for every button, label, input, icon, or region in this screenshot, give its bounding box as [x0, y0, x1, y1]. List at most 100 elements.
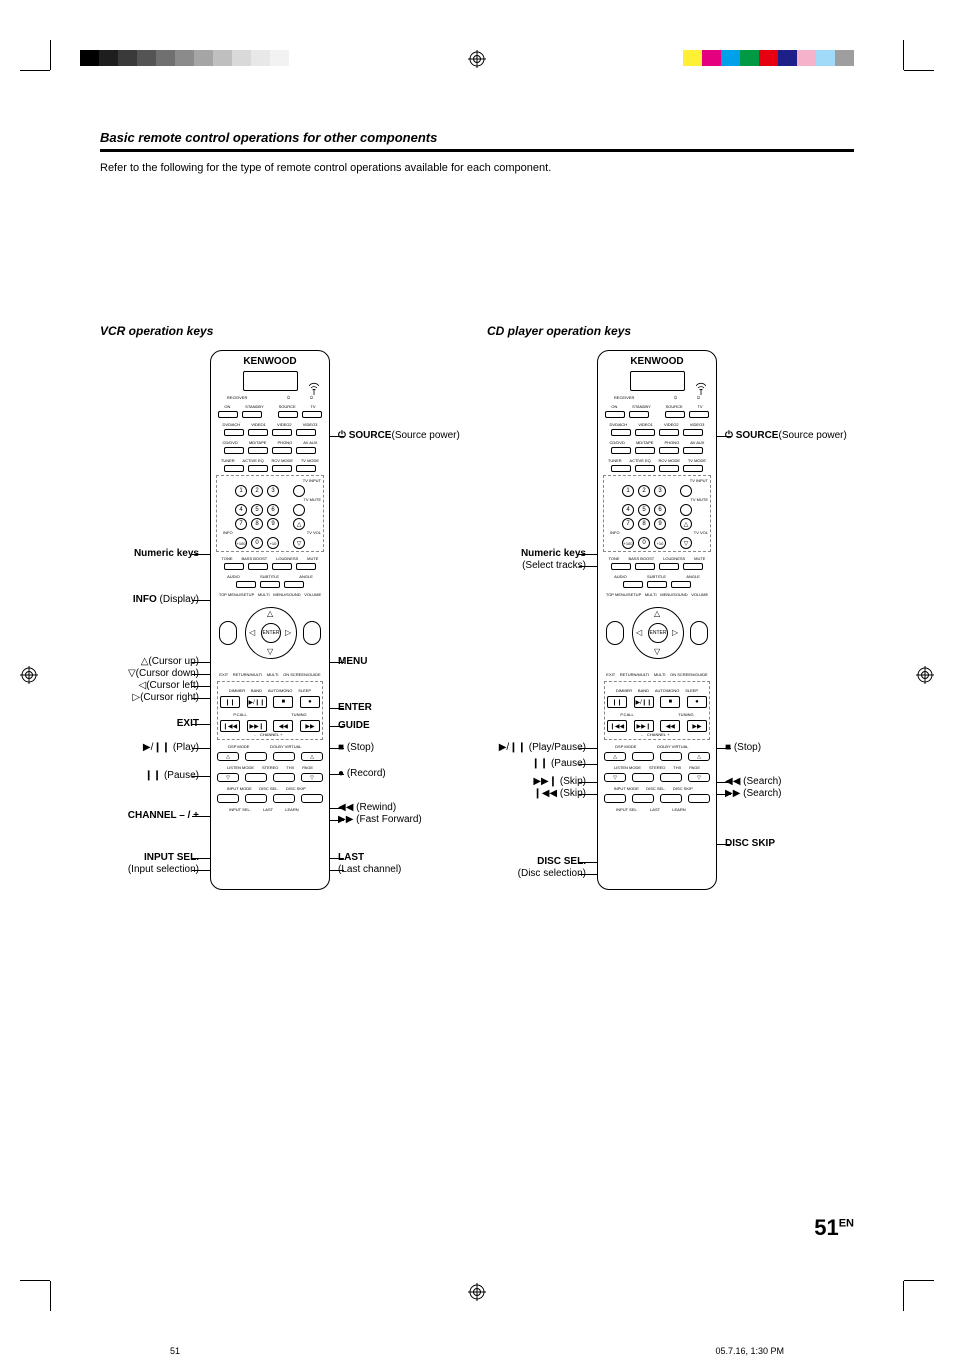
callout-line	[192, 600, 210, 601]
callout-line	[717, 794, 731, 795]
callout: ◀◀ (Search)	[725, 776, 782, 787]
callout-line	[192, 674, 210, 675]
swatch	[175, 50, 194, 66]
callout-line	[330, 774, 344, 775]
callout: (Input selection)	[90, 864, 199, 875]
swatch	[137, 50, 156, 66]
remote-screen	[243, 371, 298, 391]
swatch	[118, 50, 137, 66]
callout-line	[717, 844, 731, 845]
callout: INPUT SEL.	[90, 852, 199, 863]
callout-line	[330, 858, 344, 859]
callout: ▶/❙❙ (Play)	[90, 742, 199, 753]
callout-line	[717, 748, 731, 749]
registration-mark-left	[20, 666, 38, 684]
callout-line	[192, 554, 210, 555]
callout: (Last channel)	[338, 864, 401, 875]
callout: DISC SKIP	[725, 838, 775, 849]
callout: ❙❙ (Pause)	[477, 758, 586, 769]
crop-mark-tr	[884, 40, 934, 90]
callout-line	[330, 748, 344, 749]
brand-label: KENWOOD	[598, 356, 716, 367]
callout-line	[579, 566, 597, 567]
callout-line	[330, 662, 344, 663]
callout-line	[717, 436, 731, 437]
ir-icon	[309, 381, 319, 395]
registration-mark-top	[468, 50, 486, 68]
footer-date: 05.7.16, 1:30 PM	[715, 1346, 784, 1356]
callout-line	[579, 782, 597, 783]
crop-mark-br	[884, 1261, 934, 1311]
callout-line	[192, 698, 210, 699]
callout-line	[192, 724, 210, 725]
callout-line	[192, 662, 210, 663]
callout: ▷(Cursor right)	[90, 692, 199, 703]
swatch	[740, 50, 759, 66]
vcr-title: VCR operation keys	[100, 324, 467, 338]
callout-line	[330, 820, 344, 821]
registration-mark-right	[916, 666, 934, 684]
callout: ▶/❙❙ (Play/Pause)	[477, 742, 586, 753]
callout-line	[192, 816, 210, 817]
intro-text: Refer to the following for the type of r…	[100, 162, 854, 174]
callout: ▶▶ (Search)	[725, 788, 782, 799]
page-number: 51EN	[814, 1215, 854, 1241]
callout: ◁(Cursor left)	[90, 680, 199, 691]
callout-line	[579, 794, 597, 795]
callout-line	[579, 554, 597, 555]
remote-screen	[630, 371, 685, 391]
callout: ▶▶ (Fast Forward)	[338, 814, 422, 825]
cd-column: CD player operation keys Numeric keys(Se…	[487, 324, 854, 910]
callout-line	[330, 436, 344, 437]
brand-label: KENWOOD	[211, 356, 329, 367]
crop-mark-bl	[20, 1261, 70, 1311]
swatch	[797, 50, 816, 66]
page-content: Basic remote control operations for othe…	[100, 130, 854, 1251]
callout-line	[192, 748, 210, 749]
vcr-remote: KENWOOD RECEIVER⏻⏻ONSTANDBYSOURCETVDVD/6…	[210, 350, 330, 890]
crop-mark-tl	[20, 40, 70, 90]
colorbar-color	[683, 50, 854, 66]
callout: ◀◀ (Rewind)	[338, 802, 396, 813]
callout-line	[192, 776, 210, 777]
callout: EXIT	[90, 718, 199, 729]
callout-line	[330, 708, 344, 709]
cd-remote: KENWOOD RECEIVER⏻⏻ONSTANDBYSOURCETVDVD/6…	[597, 350, 717, 890]
swatch	[816, 50, 835, 66]
callout: Numeric keys	[477, 548, 586, 559]
vcr-column: VCR operation keys Numeric keysINFO (Dis…	[100, 324, 467, 910]
callout-line	[330, 726, 344, 727]
callout: INFO (Display)	[90, 594, 199, 605]
colorbar-grayscale	[80, 50, 289, 66]
swatch	[232, 50, 251, 66]
callout-line	[192, 870, 210, 871]
section-title: Basic remote control operations for othe…	[100, 130, 854, 152]
swatch	[156, 50, 175, 66]
swatch	[270, 50, 289, 66]
callout-line	[579, 874, 597, 875]
swatch	[721, 50, 740, 66]
callout: ▶▶❙ (Skip)	[477, 776, 586, 787]
callout: (Select tracks)	[477, 560, 586, 571]
callout-line	[579, 862, 597, 863]
callout: ❙❙ (Pause)	[90, 770, 199, 781]
swatch	[99, 50, 118, 66]
callout: ❙◀◀ (Skip)	[477, 788, 586, 799]
callout-line	[717, 782, 731, 783]
swatch	[213, 50, 232, 66]
ir-icon	[696, 381, 706, 395]
cd-title: CD player operation keys	[487, 324, 854, 338]
callout-line	[330, 808, 344, 809]
swatch	[251, 50, 270, 66]
swatch	[778, 50, 797, 66]
footer-page: 51	[170, 1346, 180, 1356]
callout: ● (Record)	[338, 768, 386, 779]
callout-line	[192, 686, 210, 687]
swatch	[194, 50, 213, 66]
callout: CHANNEL – / +	[90, 810, 199, 821]
swatch	[759, 50, 778, 66]
registration-mark-bottom	[468, 1283, 486, 1301]
callout: ▽(Cursor down)	[90, 668, 199, 679]
callout-line	[192, 858, 210, 859]
swatch	[80, 50, 99, 66]
